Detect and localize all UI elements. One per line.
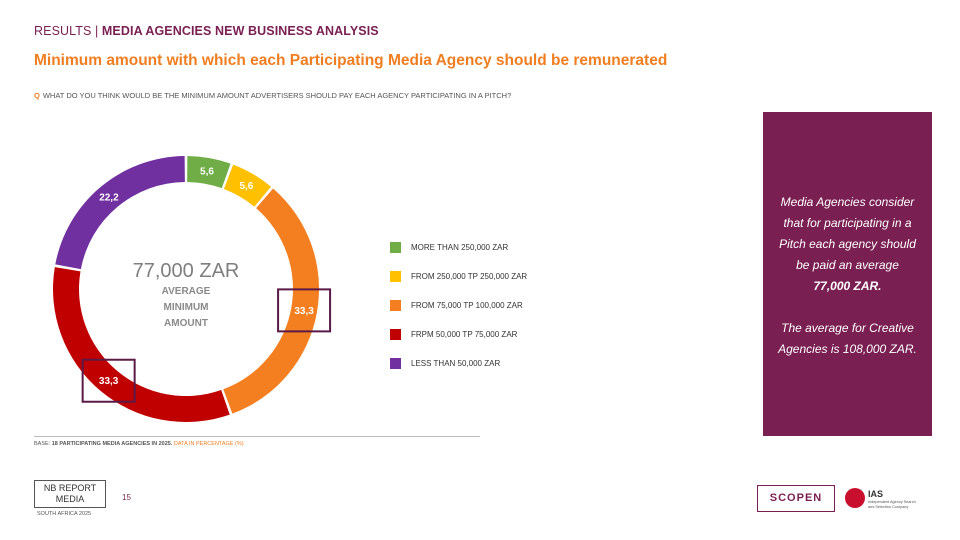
- logo-line: MEDIA: [55, 494, 85, 504]
- legend-item: LESS THAN 50,000 ZAR: [390, 349, 527, 378]
- donut-slice: [55, 156, 185, 270]
- header-prefix: RESULTS |: [34, 24, 102, 38]
- ias-logo: IAS Independent Agency Search and Select…: [845, 486, 925, 512]
- donut-slice: [223, 164, 271, 207]
- center-line-1: AVERAGE: [162, 286, 211, 297]
- legend-label: FROM 250,000 TP 250,000 ZAR: [411, 272, 528, 281]
- legend-item: FROM 75,000 TP 100,000 ZAR: [390, 291, 527, 320]
- summary-line: Media Agencies consider: [780, 195, 915, 209]
- legend-label: FRPM 50,000 TP 75,000 ZAR: [411, 330, 518, 339]
- legend-label: MORE THAN 250,000 ZAR: [411, 243, 509, 252]
- summary-line: that for participating in a: [783, 216, 912, 230]
- question-text: WHAT DO YOU THINK WOULD BE THE MINIMUM A…: [42, 91, 512, 100]
- center-line-2: MINIMUM: [164, 302, 209, 313]
- slice-label: 5,6: [239, 181, 253, 192]
- donut-slice: [187, 156, 231, 189]
- center-value: 77,000 ZAR: [133, 260, 240, 282]
- slice-label: 22,2: [99, 193, 119, 204]
- slice-label: 33,3: [294, 306, 314, 317]
- logo-line: NB REPORT: [43, 483, 97, 493]
- header-section: MEDIA AGENCIES NEW BUSINESS ANALYSIS: [101, 24, 379, 38]
- donut-slice: [223, 188, 320, 414]
- section-header: RESULTS | MEDIA AGENCIES NEW BUSINESS AN…: [34, 24, 379, 38]
- ias-mark-icon: [845, 488, 865, 508]
- slice-label: 5,6: [200, 166, 214, 177]
- question: Q WHAT DO YOU THINK WOULD BE THE MINIMUM …: [34, 91, 511, 100]
- legend-swatch: [390, 300, 401, 311]
- highlight-box: [277, 288, 332, 333]
- summary-line: be paid an average: [796, 258, 899, 272]
- base-prefix: BASE:: [34, 441, 52, 447]
- summary-line: Pitch each agency should: [779, 237, 916, 251]
- logo-subtitle: SOUTH AFRICA 2025: [37, 511, 92, 517]
- center-line-3: AMOUNT: [164, 318, 208, 329]
- nb-report-logo: NB REPORT MEDIA: [34, 480, 106, 508]
- page-number: 15: [122, 493, 131, 502]
- divider: [34, 436, 480, 437]
- summary-line: Agencies is 108,000 ZAR.: [778, 342, 917, 356]
- chart-legend: MORE THAN 250,000 ZAR FROM 250,000 TP 25…: [390, 233, 527, 378]
- base-sample: 18 PARTICIPATING MEDIA AGENCIES IN 2025.: [51, 441, 173, 447]
- page-title: Minimum amount with which each Participa…: [34, 52, 668, 69]
- legend-swatch: [390, 329, 401, 340]
- summary-highlight: 77,000 ZAR.: [813, 279, 882, 293]
- slice-label: 33,3: [99, 376, 119, 387]
- legend-label: FROM 75,000 TP 100,000 ZAR: [411, 301, 523, 310]
- summary-line: The average for Creative: [781, 321, 914, 335]
- search-icon: Q: [34, 91, 40, 100]
- legend-swatch: [390, 242, 401, 253]
- scopen-logo: SCOPEN: [757, 485, 835, 512]
- legend-label: LESS THAN 50,000 ZAR: [411, 359, 501, 368]
- legend-swatch: [390, 358, 401, 369]
- ias-tagline: Independent Agency Search and Selection …: [868, 500, 916, 509]
- legend-swatch: [390, 271, 401, 282]
- legend-item: FRPM 50,000 TP 75,000 ZAR: [390, 320, 527, 349]
- base-note: BASE: 18 PARTICIPATING MEDIA AGENCIES IN…: [34, 441, 244, 447]
- base-unit-note: DATA IN PERCENTAGE (%): [172, 441, 244, 447]
- legend-item: FROM 250,000 TP 250,000 ZAR: [390, 262, 527, 291]
- legend-item: MORE THAN 250,000 ZAR: [390, 233, 527, 262]
- ias-wordmark: IAS: [868, 489, 884, 499]
- highlight-box: [81, 358, 136, 403]
- summary-callout: Media Agencies consider that for partici…: [763, 112, 932, 436]
- donut-slice: [53, 267, 230, 422]
